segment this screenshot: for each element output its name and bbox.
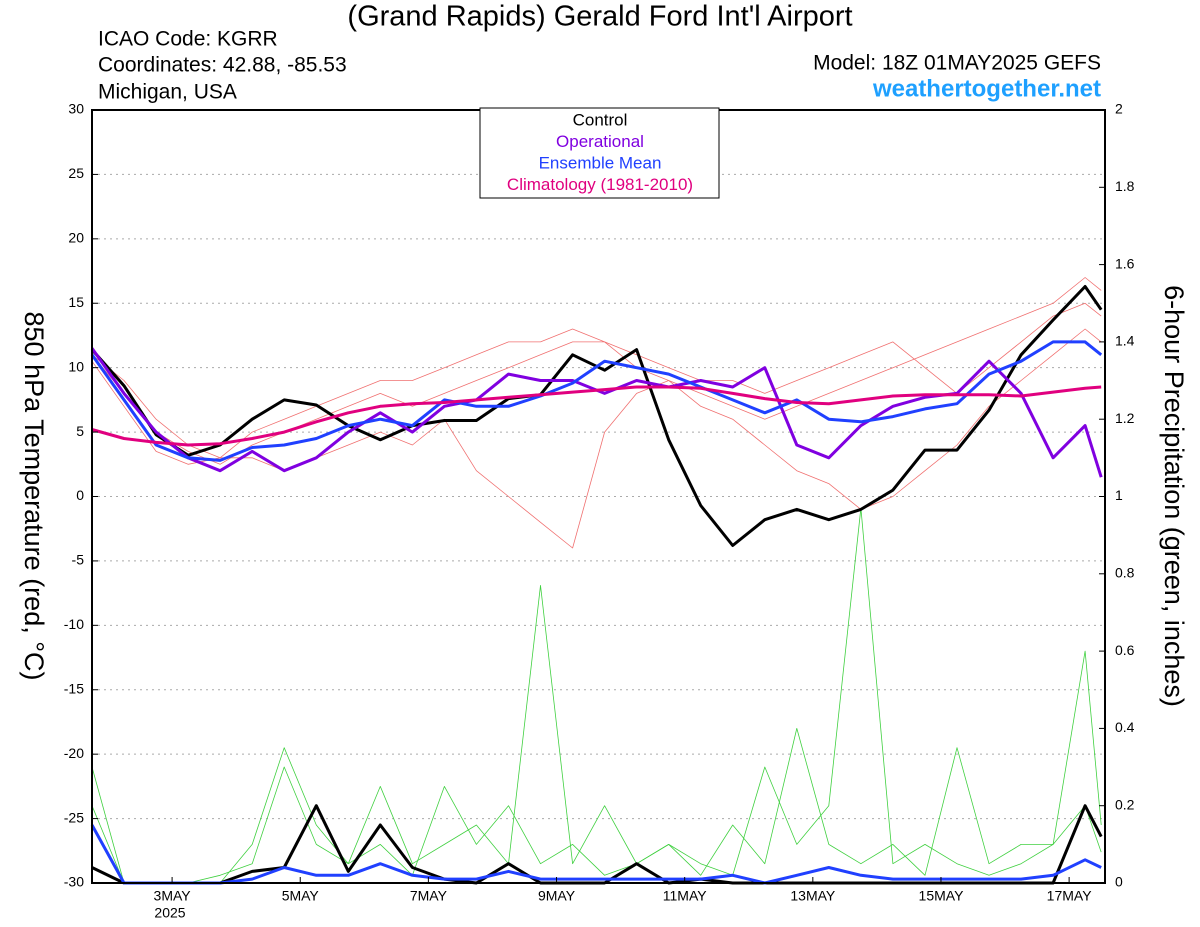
y-tick-label: 0 (76, 487, 84, 503)
y2-tick-label: 0.6 (1115, 642, 1135, 658)
model-label: Model: 18Z 01MAY2025 GEFS (813, 52, 1101, 75)
x-tick-label: 17MAY (1047, 888, 1093, 904)
chart-title: (Grand Rapids) Gerald Ford Int'l Airport (347, 1, 852, 33)
y2-tick-label: 0.4 (1115, 719, 1135, 735)
y-tick-label: -5 (72, 552, 85, 568)
x-tick-label: 13MAY (790, 888, 836, 904)
y2-axis-label: 6-hour Precipitation (green, inches) (1159, 285, 1189, 707)
x-tick-label: 9MAY (538, 888, 576, 904)
series-line (90, 285, 1103, 547)
y2-tick-label: 1.2 (1115, 410, 1135, 426)
y-tick-label: 30 (68, 101, 84, 117)
y2-tick-label: 0 (1115, 874, 1123, 890)
legend-box (479, 107, 720, 199)
y-tick-label: 5 (76, 423, 84, 439)
y-tick-label: -30 (64, 874, 84, 890)
legend-entry: Ensemble Mean (539, 153, 662, 172)
y-tick-label: 10 (68, 358, 84, 374)
y2-tick-label: 1.4 (1115, 333, 1135, 349)
y2-tick-label: 0.8 (1115, 565, 1135, 581)
precip-line (91, 804, 1103, 885)
y2-tick-label: 0.2 (1115, 796, 1135, 812)
y-tick-label: -20 (64, 745, 84, 761)
y-axis-label: 850 hPa Temperature (red, °C) (19, 312, 49, 681)
y2-tick-label: 2 (1115, 101, 1123, 117)
precip-line (90, 824, 1102, 885)
legend-entry: Operational (556, 132, 644, 151)
y-tick-label: 20 (68, 230, 84, 246)
y-tick-label: 15 (68, 294, 84, 310)
precip-member-line (91, 507, 1102, 884)
site-label: weathertogether.net (872, 75, 1101, 102)
info-line: Michigan, USA (98, 81, 237, 104)
legend: Control Operational Ensemble Mean Climatolo… (507, 110, 693, 194)
series-line (90, 340, 1103, 462)
info-line: Coordinates: 42.88, -85.53 (98, 54, 347, 77)
member-line (91, 277, 1102, 459)
y-tick-label: -15 (64, 680, 84, 696)
legend-entry: Control (573, 110, 628, 129)
year-label: 2025 (154, 905, 185, 921)
info-line: ICAO Code: KGRR (98, 28, 278, 51)
y-tick-label: -25 (64, 809, 84, 825)
x-tick-label: 7MAY (410, 888, 448, 904)
precip-member-line (91, 585, 1102, 884)
y2-tick-label: 1.8 (1115, 178, 1135, 194)
legend-entry: Climatology (1981-2010) (507, 175, 693, 194)
x-tick-label: 3MAY (154, 888, 192, 904)
y2-tick-label: 1.6 (1115, 255, 1135, 271)
y2-tick-label: 1 (1115, 487, 1123, 503)
x-tick-label: 11MAY (663, 888, 707, 904)
series-line (91, 385, 1102, 447)
y-tick-label: -10 (64, 616, 84, 632)
y-tick-label: 25 (68, 165, 84, 181)
x-tick-label: 5MAY (282, 888, 320, 904)
plot-area (90, 109, 1105, 885)
x-tick-label: 15MAY (919, 888, 965, 904)
member-line (91, 328, 1102, 549)
